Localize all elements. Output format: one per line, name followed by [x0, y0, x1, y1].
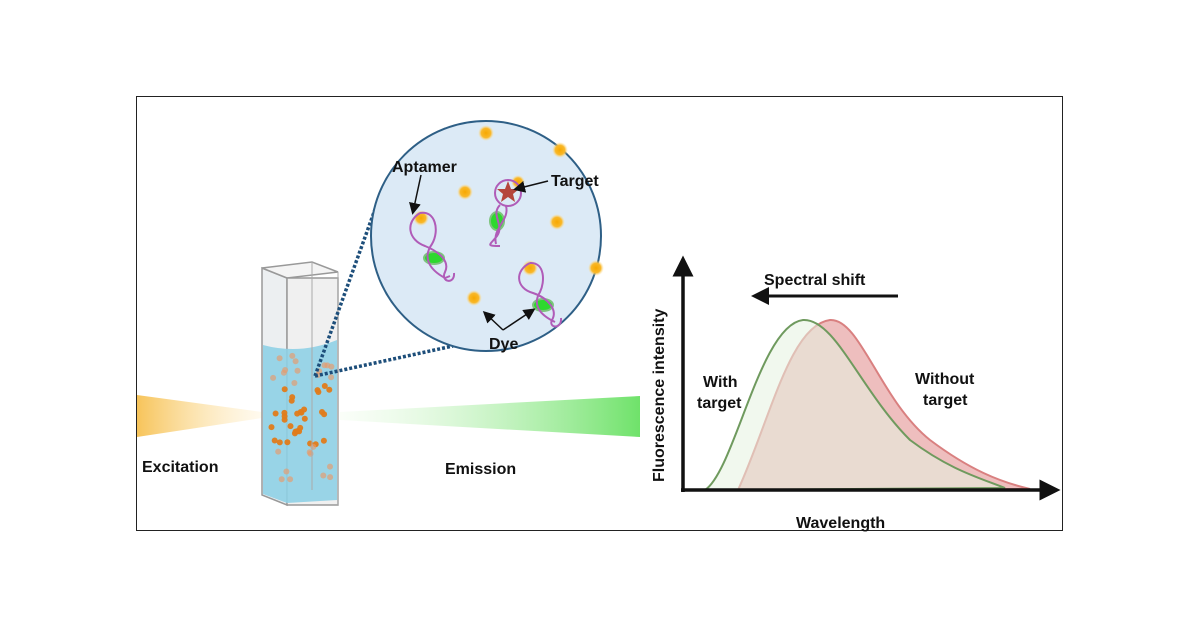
particle [280, 369, 287, 376]
x-axis-label: Wavelength [796, 515, 885, 532]
without-target-label-line1: Without [915, 371, 975, 388]
particle [268, 424, 275, 431]
particle [294, 367, 301, 374]
figure-frame [136, 96, 1063, 531]
particle [291, 380, 298, 386]
target-label: Target [551, 173, 599, 190]
particle [310, 443, 317, 450]
particle [294, 410, 301, 417]
particle [287, 476, 294, 483]
excitation-beam [137, 395, 262, 437]
particle [281, 413, 288, 420]
particle [321, 383, 328, 389]
spectral-shift-label: Spectral shift [764, 272, 866, 289]
aptamer-2-bound [489, 179, 522, 247]
particle [301, 415, 308, 422]
dye-label: Dye [489, 336, 518, 353]
particle [321, 411, 328, 418]
particle [278, 476, 285, 483]
y-axis-label: Fluorescence intensity [651, 309, 668, 482]
particle [320, 437, 327, 444]
particle [328, 374, 335, 381]
particle [320, 472, 327, 479]
emission-beam [340, 396, 640, 437]
spectrum-plot: Spectral shift Fluorescence intensity Wa… [651, 255, 1061, 532]
particle [276, 355, 283, 362]
particle [287, 423, 294, 430]
solution [263, 340, 337, 503]
particle [327, 474, 334, 481]
particle [272, 410, 279, 417]
particle [289, 352, 296, 359]
excitation-label: Excitation [142, 459, 218, 476]
aptamer-label: Aptamer [392, 159, 457, 176]
cuvette [261, 261, 339, 507]
particle [276, 439, 283, 446]
without-target-label-line2: target [923, 392, 968, 409]
zoom-line-top [313, 189, 384, 377]
with-target-label-line2: target [697, 395, 742, 412]
with-target-curve [701, 318, 1006, 492]
particle [283, 468, 290, 475]
particle [289, 394, 296, 401]
target-star-icon [497, 181, 519, 202]
particle [306, 449, 313, 456]
particle [284, 439, 291, 446]
zoom-circle [370, 120, 602, 352]
particle [296, 428, 303, 435]
aptamer-1 [409, 211, 455, 282]
particle [270, 374, 277, 381]
particle [275, 448, 282, 455]
particles [268, 352, 335, 483]
emission-label: Emission [445, 461, 516, 478]
particle [327, 463, 333, 470]
particle [328, 363, 335, 370]
particle [271, 437, 278, 444]
particle [281, 386, 288, 393]
particle [326, 386, 333, 393]
particle [314, 387, 321, 394]
particle [292, 358, 299, 365]
zoom-line-bottom [314, 344, 454, 378]
callout-arrows [409, 174, 549, 331]
free-dyes [413, 125, 604, 306]
with-target-label-line1: With [703, 374, 738, 391]
aptamer-3 [518, 261, 563, 328]
